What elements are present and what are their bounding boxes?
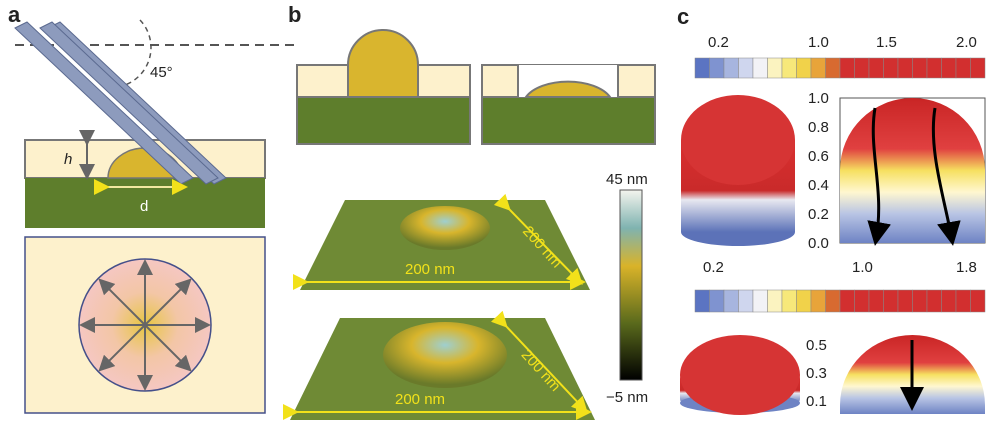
colorbar-segment [897, 57, 913, 79]
panel-label: b [288, 2, 301, 27]
angle-label: 45° [150, 64, 173, 81]
colorbar-segment [825, 289, 841, 313]
y-tick: 0.8 [808, 119, 829, 136]
y-tick: 0.4 [808, 177, 829, 194]
colorbar-tick: 1.0 [808, 34, 829, 51]
colorbar-segment [941, 289, 957, 313]
y-tick: 1.0 [808, 90, 829, 107]
colorbar-segment [709, 289, 725, 313]
colorbar-segment [912, 289, 928, 313]
colorbar-segment [868, 57, 884, 79]
y-tick: 0.0 [808, 235, 829, 252]
colorbar-segment [970, 289, 986, 313]
colorbar-segment [694, 289, 710, 313]
y-tick: 0.1 [806, 393, 827, 410]
y-tick: 0.2 [808, 206, 829, 223]
schematic-substrate [296, 96, 471, 145]
colorbar-tick: 1.5 [876, 34, 897, 51]
panel-label: c [677, 4, 689, 29]
y-tick: 0.5 [806, 337, 827, 354]
colorbar-segment [723, 289, 739, 313]
colorbar [694, 57, 986, 79]
colorbar-segment [767, 289, 783, 313]
colorbar-segment [767, 57, 783, 79]
colorbar-segment [955, 289, 971, 313]
colorbar-segment [825, 57, 841, 79]
colorbar [694, 289, 986, 313]
colorbar-segment [810, 289, 826, 313]
y-ticks: 1.0 0.8 0.6 0.4 0.2 0.0 [808, 90, 829, 252]
colorbar-segment [868, 289, 884, 313]
colorbar-segment [781, 289, 797, 313]
size-label: 200 nm [395, 391, 445, 408]
colorbar-segment [926, 289, 942, 313]
colorbar-segment [752, 289, 768, 313]
height-colorbar [619, 189, 643, 381]
colorbar-segment [970, 57, 986, 79]
colorbar-min: −5 nm [606, 389, 648, 406]
panel-label: a [8, 2, 21, 27]
y-tick: 0.3 [806, 365, 827, 382]
ray [144, 278, 192, 326]
ray [98, 324, 146, 372]
afm-dome [400, 206, 490, 250]
beams [14, 21, 227, 185]
colorbar-max: 45 nm [606, 171, 648, 188]
d-label: d [140, 198, 148, 215]
ray [98, 278, 146, 326]
colorbar-segment [839, 57, 855, 79]
h-label: h [64, 151, 72, 168]
size-label: 200 nm [405, 261, 455, 278]
colorbar-segment [723, 57, 739, 79]
schematic-substrate [481, 96, 656, 145]
colorbar-segment [926, 57, 942, 79]
afm-dome [383, 322, 507, 388]
colorbar-segment [912, 57, 928, 79]
colorbar-segment [955, 57, 971, 79]
colorbar-segment [796, 57, 812, 79]
colorbar-segment [941, 57, 957, 79]
colorbar-segment [810, 57, 826, 79]
colorbar-segment [709, 57, 725, 79]
y-tick: 0.6 [808, 148, 829, 165]
colorbar-segment [897, 289, 913, 313]
colorbar-tick: 2.0 [956, 34, 977, 51]
rays [79, 259, 211, 391]
colorbar-segment [738, 289, 754, 313]
colorbar-segment [781, 57, 797, 79]
ray [144, 324, 192, 372]
angle-arc [124, 19, 152, 86]
colorbar-segment [839, 289, 855, 313]
colorbar-tick: 1.0 [852, 259, 873, 276]
dome [524, 80, 612, 98]
small-dome [680, 335, 800, 415]
colorbar-segment [752, 57, 768, 79]
colorbar-segment [854, 57, 870, 79]
colorbar-tick: 1.8 [956, 259, 977, 276]
dome [347, 29, 419, 98]
field-map [840, 98, 985, 243]
colorbar-segment [738, 57, 754, 79]
cylinder-top [681, 95, 795, 185]
colorbar-tick: 0.2 [703, 259, 724, 276]
colorbar-segment [883, 57, 899, 79]
colorbar-segment [883, 289, 899, 313]
colorbar-segment [694, 57, 710, 79]
colorbar-tick: 0.2 [708, 34, 729, 51]
colorbar-segment [854, 289, 870, 313]
colorbar-segment [796, 289, 812, 313]
